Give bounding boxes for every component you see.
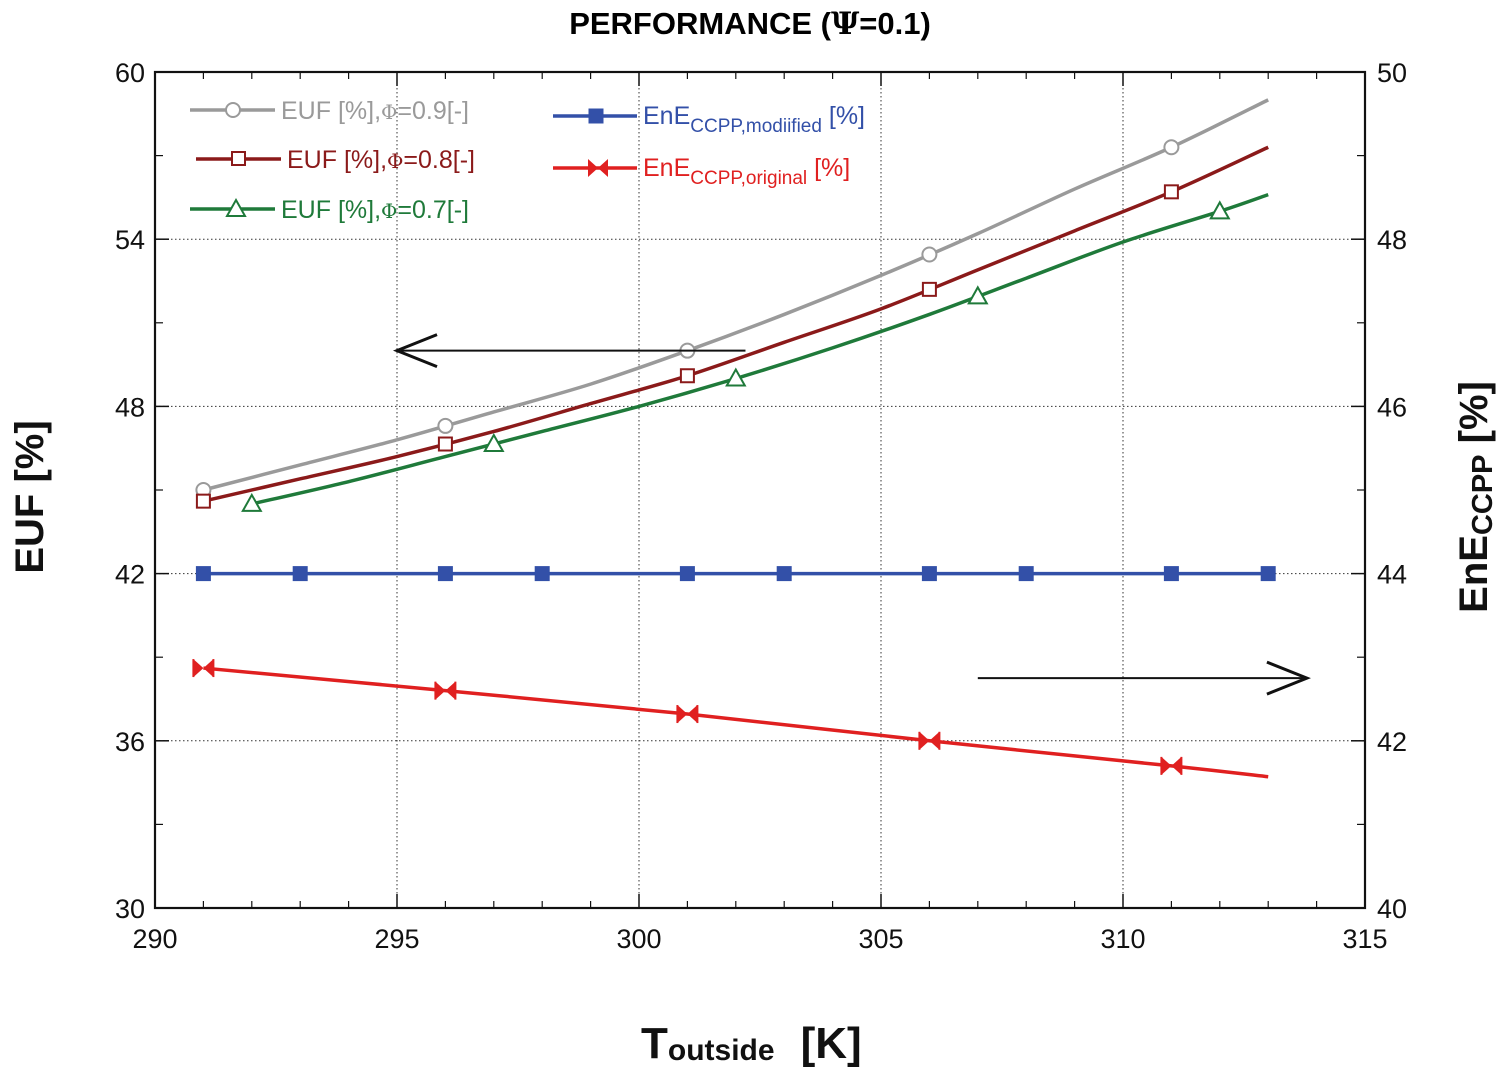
data-point xyxy=(292,566,308,582)
bowtie-right xyxy=(687,705,698,724)
bowtie-right xyxy=(929,731,940,750)
legend-item-ene-modified: EnECCPP,modiified [%] xyxy=(553,102,865,137)
data-point xyxy=(437,566,453,582)
data-point xyxy=(1163,139,1180,156)
data-point xyxy=(1260,566,1276,582)
legend-label-ene-modified: EnECCPP,modiified [%] xyxy=(643,102,865,137)
legend-item-euf-07: EUF [%],Φ=0.7[-] xyxy=(190,196,469,224)
series-line xyxy=(202,98,1269,492)
series-0 xyxy=(195,98,1269,498)
y-right-tick-label: 40 xyxy=(1377,894,1407,924)
series-4 xyxy=(192,659,1269,779)
data-point xyxy=(679,566,695,582)
bowtie-left xyxy=(193,659,204,678)
x-tick-label: 290 xyxy=(132,924,177,954)
data-point xyxy=(1018,566,1034,582)
data-point xyxy=(192,659,215,678)
y-right-tick-label: 42 xyxy=(1377,727,1407,757)
bowtie-right xyxy=(1171,756,1182,775)
y-axis-right-label: EnECCPP [%] xyxy=(1452,381,1499,613)
tick-labels: 290 295 300 305 310 315 30 36 42 48 54 60 40 42 44 46 48… xyxy=(115,58,1407,954)
series-2 xyxy=(241,192,1269,512)
data-point xyxy=(241,492,263,512)
y-right-tick-label: 48 xyxy=(1377,225,1407,255)
data-point xyxy=(437,436,453,452)
bowtie-left xyxy=(1161,756,1172,775)
series-1 xyxy=(195,145,1269,509)
bowtie-right xyxy=(203,659,214,678)
legend-label-euf-08: EUF [%],Φ=0.8[-] xyxy=(287,146,475,174)
bowtie-left xyxy=(435,681,446,700)
bowtie-left xyxy=(919,731,930,750)
series-3 xyxy=(195,566,1276,582)
y-left-tick-label: 54 xyxy=(115,225,145,255)
data-point xyxy=(1209,200,1231,220)
bowtie-right xyxy=(445,681,456,700)
left-axis-arrow xyxy=(392,333,746,369)
y-axis-left-label: EUF [%] xyxy=(8,420,52,573)
data-point xyxy=(1160,756,1183,775)
data-point xyxy=(195,566,211,582)
legend-label-euf-09: EUF [%],Φ=0.9[-] xyxy=(281,97,469,125)
data-point xyxy=(967,285,989,305)
chart-title: PERFORMANCE (Ψ=0.1) xyxy=(569,6,931,42)
y-right-tick-label: 46 xyxy=(1377,392,1407,422)
plot-frame xyxy=(153,70,1367,910)
legend-item-euf-08: EUF [%],Φ=0.8[-] xyxy=(196,146,475,174)
data-point xyxy=(534,566,550,582)
bowtie-left xyxy=(677,705,688,724)
y-right-tick-label: 44 xyxy=(1377,560,1407,590)
y-right-tick-label: 50 xyxy=(1377,58,1407,88)
right-axis-arrow xyxy=(977,660,1311,696)
y-left-tick-label: 48 xyxy=(115,392,145,422)
data-point xyxy=(921,566,937,582)
legend-label-euf-07: EUF [%],Φ=0.7[-] xyxy=(281,196,469,224)
arrow-head xyxy=(392,333,438,369)
y-left-tick-label: 30 xyxy=(115,894,145,924)
series-line xyxy=(251,192,1269,506)
data-point xyxy=(437,417,454,434)
data-point xyxy=(676,705,699,724)
data-point xyxy=(195,493,211,509)
y-left-tick-label: 36 xyxy=(115,727,145,757)
x-tick-label: 315 xyxy=(1342,924,1387,954)
data-point xyxy=(921,246,938,263)
data-series xyxy=(192,98,1276,779)
y-left-tick-label: 60 xyxy=(115,58,145,88)
arrow-head xyxy=(1266,660,1311,696)
data-point xyxy=(679,368,695,384)
data-point xyxy=(483,432,505,453)
x-tick-label: 310 xyxy=(1100,924,1145,954)
data-point xyxy=(725,367,747,387)
legend: EUF [%],Φ=0.9[-] EUF [%],Φ=0.8[-] EUF [%… xyxy=(190,97,865,224)
series-line xyxy=(203,145,1269,503)
x-axis-label: Toutside [K] xyxy=(641,1019,862,1068)
data-point xyxy=(776,566,792,582)
x-tick-label: 305 xyxy=(858,924,903,954)
legend-item-ene-original: EnECCPP,original [%] xyxy=(553,154,850,189)
y-left-tick-label: 42 xyxy=(115,560,145,590)
legend-item-euf-09: EUF [%],Φ=0.9[-] xyxy=(190,97,469,125)
legend-label-ene-original: EnECCPP,original [%] xyxy=(643,154,850,189)
data-point xyxy=(921,281,937,297)
axis-arrows xyxy=(392,333,1311,696)
data-point xyxy=(1163,566,1179,582)
data-point xyxy=(918,731,941,750)
data-point xyxy=(1163,184,1179,200)
data-point xyxy=(434,681,457,700)
x-tick-label: 295 xyxy=(374,924,419,954)
x-tick-label: 300 xyxy=(616,924,661,954)
series-line xyxy=(203,666,1269,779)
